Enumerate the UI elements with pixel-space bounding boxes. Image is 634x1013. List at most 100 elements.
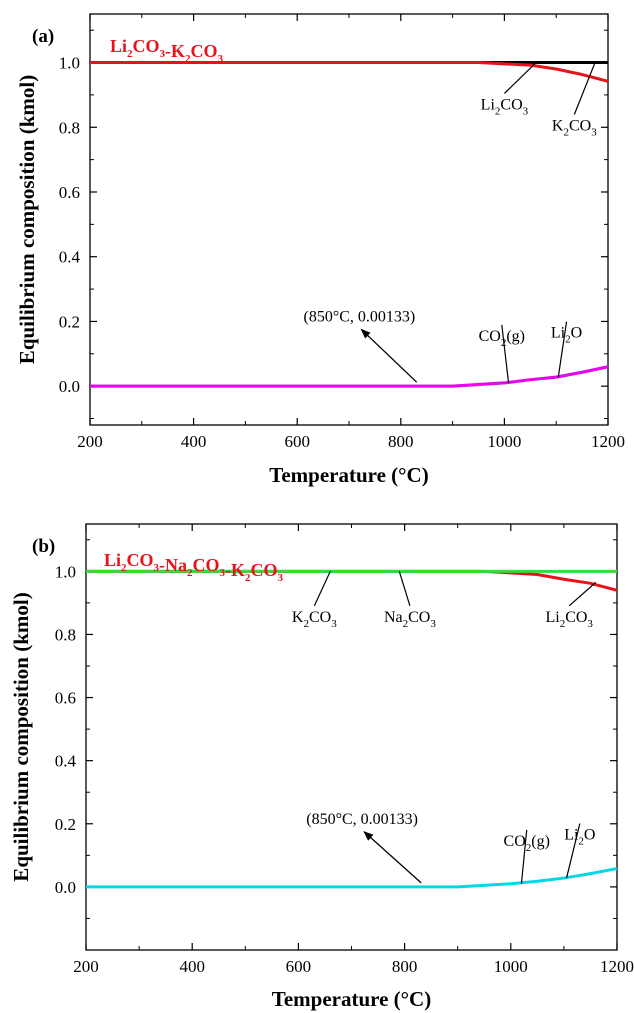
panel-label: (a) <box>32 26 54 47</box>
y-tick-label: 0.0 <box>55 878 76 897</box>
x-tick-label: 600 <box>286 957 312 976</box>
y-tick-label: 1.0 <box>55 562 76 581</box>
series-line <box>90 365 609 388</box>
annotation-label: CO2(g) <box>479 328 525 349</box>
system-title-text: CO <box>193 555 220 575</box>
x-tick-label: 800 <box>388 432 414 451</box>
annotation-label: K2CO3 <box>292 609 337 630</box>
x-tick-label: 1000 <box>487 432 521 451</box>
system-title-subscript: 3 <box>218 53 224 65</box>
annotation-text: (g) <box>531 833 550 850</box>
annotation-text: (g) <box>506 328 525 345</box>
annotation-leader <box>568 581 597 607</box>
x-tick-label: 400 <box>179 957 205 976</box>
annotation-text: K <box>292 609 304 626</box>
annotation-subscript: 2 <box>526 842 532 854</box>
system-title-text: CO <box>191 41 218 61</box>
x-tick-label: 200 <box>77 432 103 451</box>
annotation-text: Li <box>551 325 566 342</box>
system-title-text: - <box>225 560 231 580</box>
y-tick-label: 0.0 <box>59 377 80 396</box>
y-tick-label: 0.6 <box>55 689 76 708</box>
annotation-leader <box>565 823 581 879</box>
x-tick-label: 1200 <box>591 432 625 451</box>
annotation-label: (850°C, 0.00133) <box>306 811 418 828</box>
system-title-subscript: 3 <box>154 562 160 574</box>
x-axis-title: Temperature (°C) <box>272 987 431 1011</box>
annotation-subscript: 3 <box>587 618 593 630</box>
annotation-subscript: 3 <box>591 127 597 139</box>
annotation-label: Li2CO3 <box>545 609 593 630</box>
annotation-text: (850°C, 0.00133) <box>303 308 415 325</box>
annotation-text: CO <box>569 118 591 135</box>
x-tick-label: 1000 <box>494 957 528 976</box>
annotation-subscript: 2 <box>303 618 309 630</box>
annotation-subscript: 2 <box>560 618 566 630</box>
series-line <box>90 61 609 83</box>
series-line <box>90 365 609 388</box>
annotation-text: O <box>584 827 596 844</box>
annotation-text: CO <box>565 609 587 626</box>
x-tick-label: 800 <box>392 957 418 976</box>
annotation-label: Li2O <box>551 325 582 346</box>
plot-frame <box>89 13 609 426</box>
annotation-subscript: 2 <box>565 334 571 346</box>
x-tick-label: 1200 <box>600 957 634 976</box>
annotation-label: (850°C, 0.00133) <box>303 308 415 325</box>
annotation-text: CO <box>479 328 501 345</box>
x-tick-label: 400 <box>181 432 207 451</box>
annotation-text: Li <box>564 827 579 844</box>
annotation-text: O <box>571 325 583 342</box>
y-axis-title: Equilibrium composition (kmol) <box>15 75 39 364</box>
annotation-subscript: 3 <box>331 618 337 630</box>
system-title: Li2CO3-K2CO3 <box>110 36 224 65</box>
annotation-subscript: 2 <box>578 836 584 848</box>
system-title-text: - <box>165 41 171 61</box>
y-tick-label: 0.2 <box>59 312 80 331</box>
system-title-text: - <box>159 555 165 575</box>
annotation-label: Li2O <box>564 827 595 848</box>
system-title-subscript: 2 <box>121 562 127 574</box>
annotation-subscript: 3 <box>430 618 436 630</box>
annotation-leader <box>398 571 411 606</box>
annotation-label: Na2CO3 <box>384 609 436 630</box>
system-title-subscript: 2 <box>245 572 251 584</box>
system-title-text: Li <box>104 550 121 570</box>
system-title-subscript: 2 <box>127 48 133 60</box>
y-tick-label: 1.0 <box>59 54 80 73</box>
annotation-text: K <box>552 118 564 135</box>
system-title-subscript: 2 <box>185 53 191 65</box>
y-tick-label: 0.4 <box>55 752 77 771</box>
y-tick-label: 0.4 <box>59 248 81 267</box>
panel-b: 200 400 600 800 1000 12000.00.20.40.60.81.0K2… <box>9 523 634 1011</box>
y-tick-label: 0.6 <box>59 183 80 202</box>
annotation-label: K2CO3 <box>552 118 597 139</box>
y-axis-title: Equilibrium composition (kmol) <box>9 592 33 881</box>
x-axis-title: Temperature (°C) <box>269 463 428 487</box>
y-tick-label: 0.8 <box>59 118 80 137</box>
annotation-leader <box>557 321 568 378</box>
annotation-text: CO <box>500 96 522 113</box>
series-line <box>86 867 618 889</box>
annotation-text: (850°C, 0.00133) <box>306 811 418 828</box>
annotation-text: CO <box>408 609 430 626</box>
annotation-leader <box>503 62 536 94</box>
panel-a: 200 400 600 800 1000 1200 0.0 0.2 0.4 0.6 0.8 1.0 Li… <box>15 13 625 487</box>
annotation-leader <box>313 571 331 607</box>
annotation-leader <box>573 62 596 115</box>
annotation-text: CO <box>504 833 526 850</box>
annotation-subscript: 2 <box>501 337 507 349</box>
system-title-text: CO <box>127 550 154 570</box>
system-title-text: K <box>231 560 245 580</box>
y-tick-label: 0.2 <box>55 815 76 834</box>
system-title-text: Li <box>110 36 127 56</box>
system-title-text: CO <box>133 36 160 56</box>
system-title-subscript: 3 <box>160 48 166 60</box>
annotation-arrow <box>360 328 418 383</box>
annotation-label: Li2CO3 <box>481 96 529 117</box>
system-title-text: CO <box>251 560 278 580</box>
annotation-text: Li <box>545 609 560 626</box>
system-title-subscript: 3 <box>278 572 284 584</box>
system-title-subscript: 2 <box>187 567 193 579</box>
